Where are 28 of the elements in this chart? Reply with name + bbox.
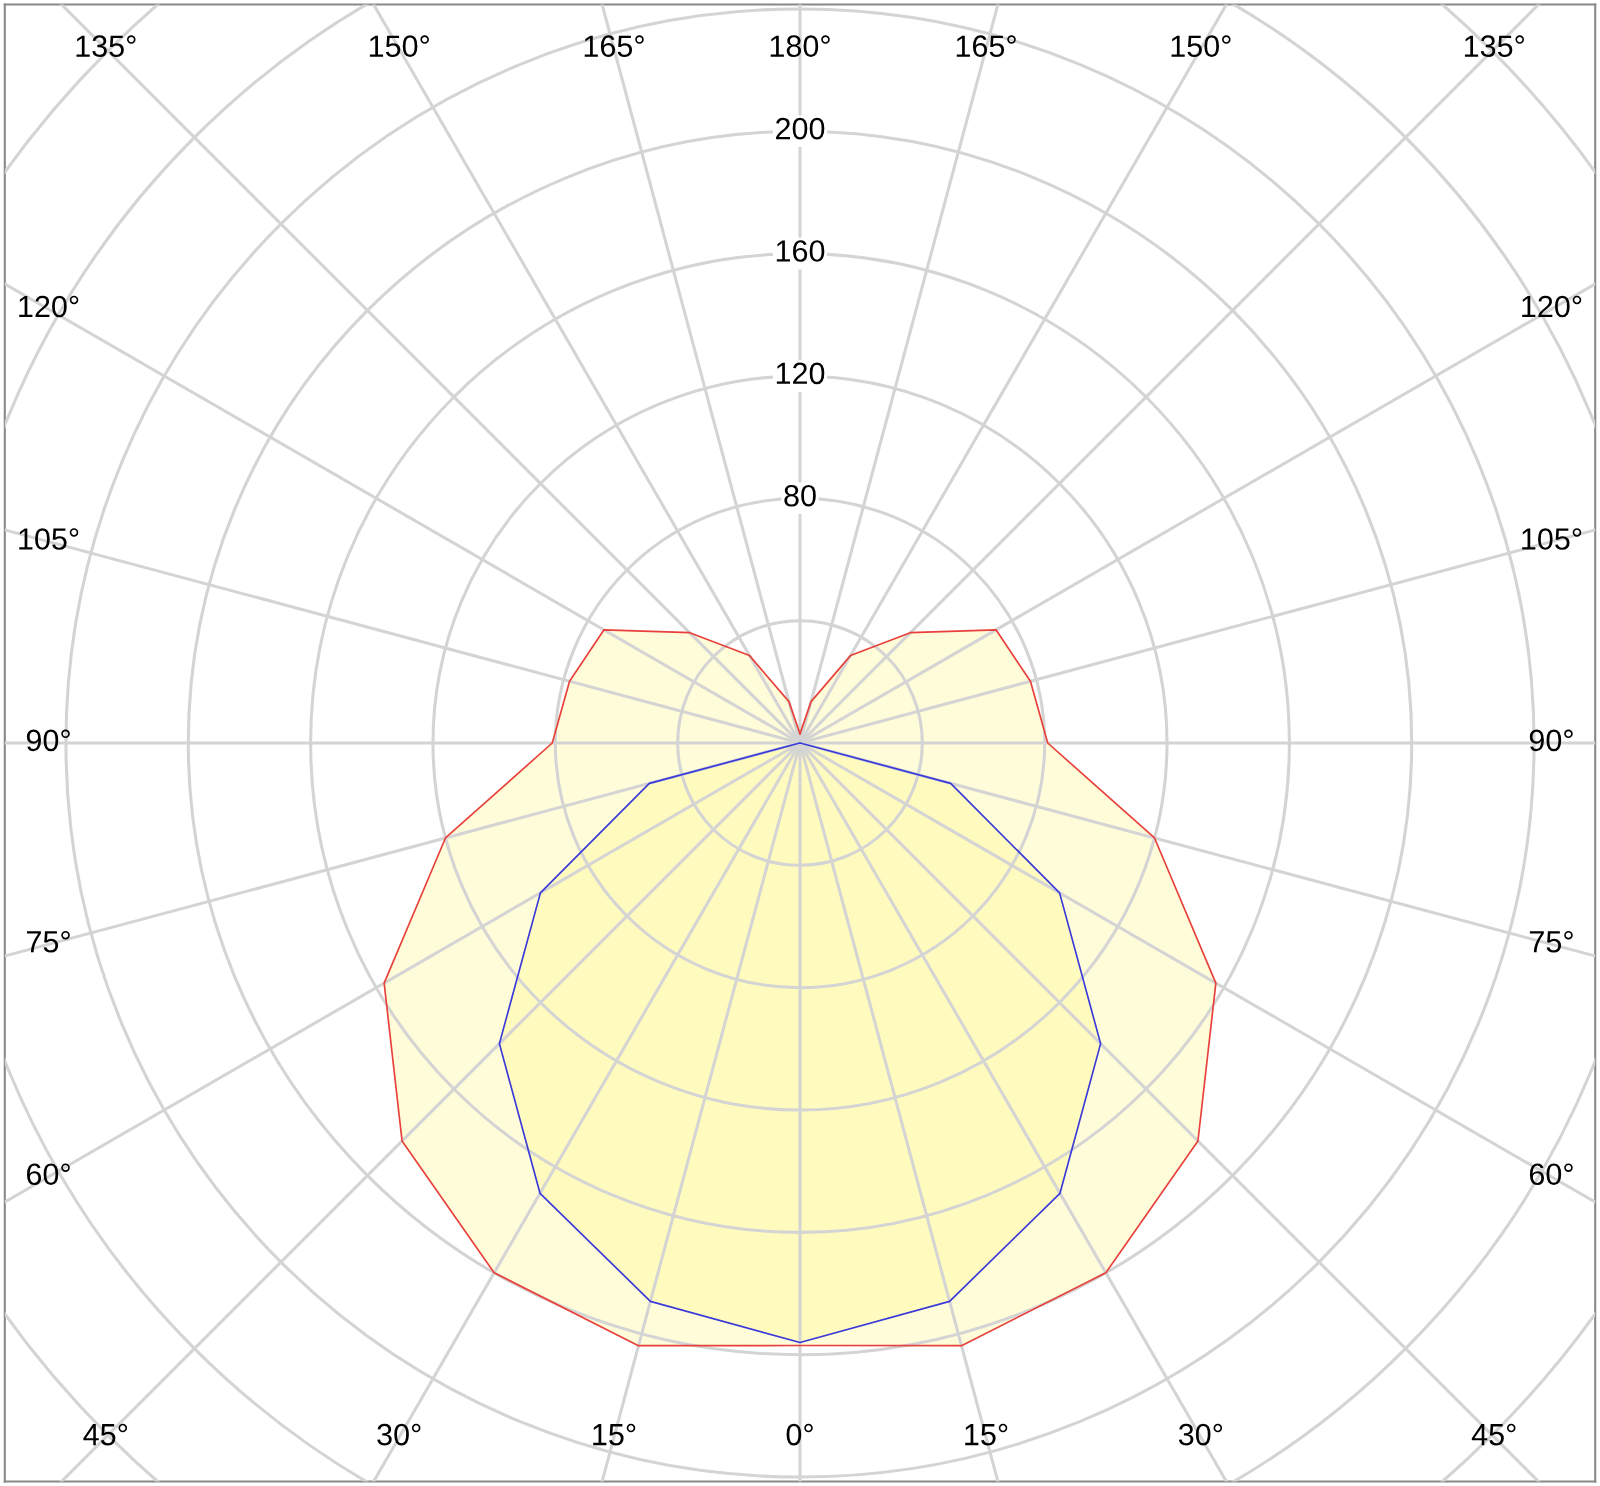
spoke-label: 135° xyxy=(1464,35,1524,57)
spoke-label: 120° xyxy=(19,295,79,318)
spoke-label: 105° xyxy=(19,528,79,550)
y-tick-label: 160 xyxy=(776,240,825,262)
spoke-label: 150° xyxy=(369,35,429,57)
spoke-label: 105° xyxy=(1522,528,1582,550)
spoke-label: 90° xyxy=(26,729,70,752)
spoke-label: 0° xyxy=(786,1423,813,1446)
spoke-label: 75° xyxy=(27,930,70,953)
y-tick-label: 80 xyxy=(784,484,816,507)
spoke-label: 60° xyxy=(1529,1163,1573,1186)
spoke-label: 30° xyxy=(377,1423,421,1446)
spoke-label: 165° xyxy=(956,35,1016,57)
spoke-label: 135° xyxy=(76,35,136,57)
spoke-label: 45° xyxy=(1471,1423,1516,1446)
spoke-label: 75° xyxy=(1529,930,1573,953)
spoke-label: 30° xyxy=(1178,1423,1223,1446)
spoke-label: 90° xyxy=(1529,729,1573,752)
spoke-label: 150° xyxy=(1171,35,1231,57)
spoke-label: 120° xyxy=(1522,295,1582,318)
y-tick-label: 200 xyxy=(776,117,825,140)
spoke-label: 15° xyxy=(593,1423,636,1446)
y-tick-label: 120 xyxy=(776,362,825,385)
spoke-label: 60° xyxy=(26,1163,70,1186)
spoke-label: 180° xyxy=(770,35,830,57)
spoke-label: 45° xyxy=(83,1423,128,1446)
spoke-label: 15° xyxy=(965,1423,1008,1446)
spoke-label: 165° xyxy=(584,35,644,57)
